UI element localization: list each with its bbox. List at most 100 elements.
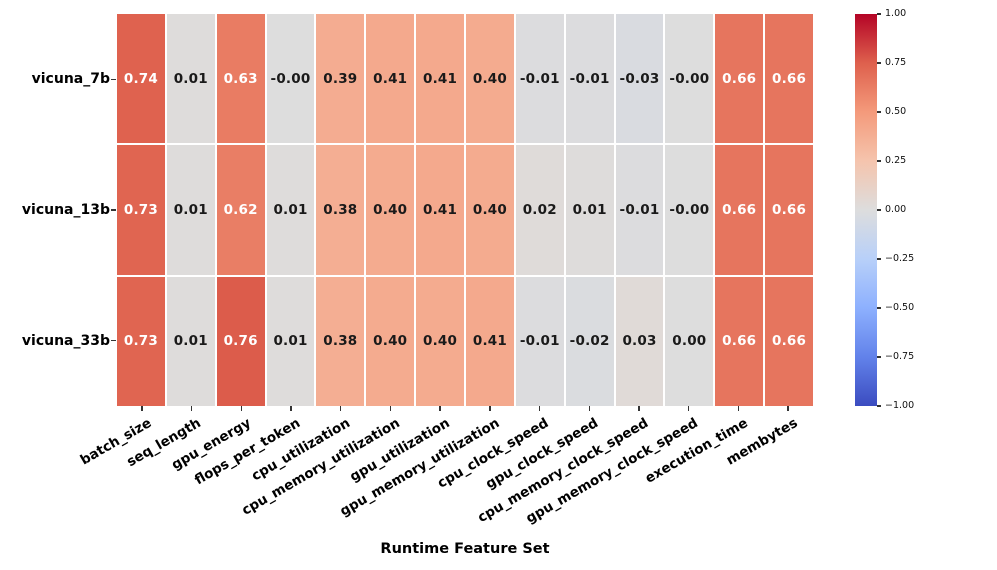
heatmap-cell: 0.01 [266, 276, 315, 406]
x-tick-mark [638, 406, 640, 411]
cell-value: 0.62 [223, 201, 258, 218]
heatmap-cell: -0.03 [615, 14, 664, 144]
cell-value: 0.02 [522, 201, 557, 218]
heatmap-cell: 0.66 [765, 276, 813, 406]
colorbar-tick-mark [877, 13, 881, 15]
x-tick-mark [787, 406, 789, 411]
heatmap-cell: -0.00 [266, 14, 315, 144]
colorbar-tick-mark [877, 160, 881, 162]
cell-value: -0.01 [569, 70, 610, 87]
colorbar-tick-label: −1.00 [885, 400, 915, 411]
colorbar-tick-label: 0.75 [885, 57, 907, 68]
colorbar-tick-label: 0.25 [885, 155, 907, 166]
cell-value: 0.01 [273, 201, 308, 218]
heatmap-cell: 0.40 [466, 145, 514, 275]
cell-value: -0.02 [569, 333, 610, 350]
colorbar-tick-mark [877, 405, 881, 407]
x-axis-title: Runtime Feature Set [380, 541, 550, 557]
cell-value: 0.38 [323, 333, 358, 350]
cell-value: 0.41 [472, 333, 507, 350]
cell-value: 0.40 [373, 201, 408, 218]
heatmap-cell: -0.01 [515, 276, 564, 406]
x-tick-mark [439, 406, 441, 411]
cell-value: 0.01 [273, 333, 308, 350]
cell-value: 0.66 [722, 333, 757, 350]
heatmap-cell: 0.01 [166, 145, 215, 275]
colorbar-tick-mark [877, 62, 881, 64]
cell-value: 0.74 [123, 70, 158, 87]
heatmap-cell: 0.01 [166, 14, 215, 144]
cell-value: 0.66 [772, 333, 807, 350]
cell-value: -0.01 [619, 201, 660, 218]
x-tick-mark [389, 406, 392, 411]
colorbar-tick-label: 0.50 [885, 106, 907, 117]
colorbar-tick-label: −0.75 [885, 351, 915, 362]
cell-value: 0.40 [423, 333, 458, 350]
heatmap-cell: -0.00 [665, 145, 714, 275]
cell-value: 0.73 [123, 333, 158, 350]
heatmap-cell: 0.40 [366, 145, 415, 275]
cell-value: 0.66 [722, 201, 757, 218]
cell-value: -0.01 [519, 333, 560, 350]
heatmap-cell: 0.01 [266, 145, 315, 275]
y-tick-mark [111, 78, 116, 81]
heatmap-cell: 0.03 [615, 276, 664, 406]
heatmap-cell: 0.62 [216, 145, 265, 275]
cell-value: 0.63 [223, 70, 258, 87]
heatmap-cell: 0.66 [715, 14, 764, 144]
heatmap-cell: 0.00 [665, 276, 714, 406]
heatmap-cell: 0.66 [715, 145, 764, 275]
cell-value: 0.40 [472, 70, 507, 87]
colorbar-tick-mark [877, 307, 881, 309]
heatmap-cell: 0.38 [316, 276, 365, 406]
colorbar [855, 14, 877, 406]
heatmap-cell: 0.02 [515, 145, 564, 275]
cell-value: 0.66 [722, 70, 757, 87]
colorbar-tick-label: −0.25 [885, 253, 915, 264]
heatmap-cell: -0.00 [665, 14, 714, 144]
x-tick-mark [339, 406, 342, 411]
heatmap-cell: 0.74 [117, 14, 165, 144]
colorbar-tick-mark [877, 258, 881, 260]
x-tick-mark [141, 406, 143, 411]
heatmap-cell: 0.66 [765, 14, 813, 144]
colorbar-tick-label: 0.00 [885, 204, 907, 215]
row-label: vicuna_13b [21, 202, 110, 218]
cell-value: -0.03 [619, 70, 660, 87]
x-tick-mark [190, 406, 193, 411]
cell-value: 0.00 [672, 333, 707, 350]
cell-value: 0.66 [772, 70, 807, 87]
cell-value: 0.41 [423, 70, 458, 87]
heatmap-cell: 0.40 [366, 276, 415, 406]
heatmap-cell: -0.02 [565, 276, 614, 406]
y-tick-mark [111, 209, 116, 211]
row-label: vicuna_33b [21, 332, 110, 349]
heatmap-cell: 0.41 [366, 14, 415, 144]
x-tick-mark [538, 406, 541, 411]
colorbar-tick-mark [877, 356, 881, 358]
cell-value: 0.41 [373, 70, 408, 87]
cell-value: 0.66 [772, 201, 807, 218]
heatmap-cell: 0.73 [117, 145, 165, 275]
heatmap-cell: -0.01 [515, 14, 564, 144]
cell-value: 0.03 [622, 333, 657, 350]
heatmap-cell: 0.40 [416, 276, 464, 406]
heatmap-cell: 0.41 [466, 276, 514, 406]
cell-value: -0.00 [270, 70, 311, 87]
cell-value: 0.01 [572, 201, 607, 218]
heatmap-cell: 0.73 [117, 276, 165, 406]
y-tick-mark [111, 339, 116, 342]
cell-value: 0.73 [123, 201, 158, 218]
heatmap-cell: 0.41 [416, 14, 464, 144]
heatmap-cell: 0.01 [565, 145, 614, 275]
heatmap-cell: -0.01 [565, 14, 614, 144]
cell-value: 0.01 [173, 333, 208, 350]
colorbar-tick-label: −0.50 [885, 302, 915, 313]
x-tick-mark [290, 406, 292, 411]
colorbar-gradient [855, 14, 877, 406]
colorbar-tick-mark [877, 111, 881, 113]
cell-value: -0.00 [669, 201, 710, 218]
heatmap-cell: 0.40 [466, 14, 514, 144]
x-tick-mark [240, 406, 243, 411]
